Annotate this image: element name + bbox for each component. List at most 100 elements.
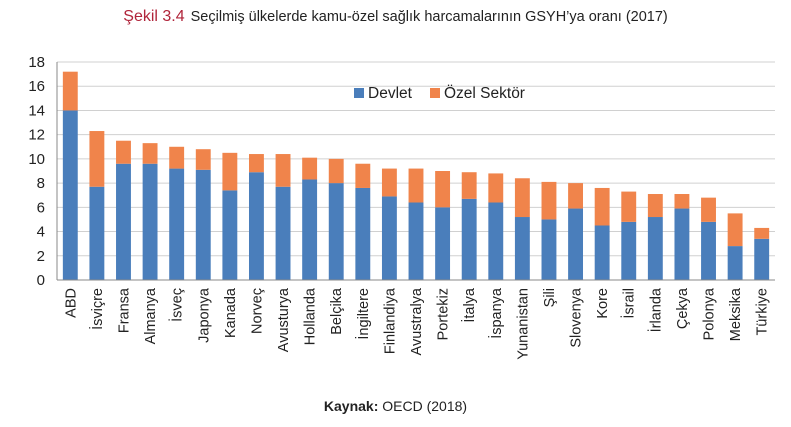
- x-tick-label: Kanada: [223, 287, 239, 338]
- bar-ozel-sektor: [541, 181, 557, 220]
- source-text: OECD (2018): [382, 398, 468, 414]
- bar-ozel-sektor: [275, 154, 291, 187]
- bar-devlet: [568, 208, 584, 280]
- y-tick-label: 0: [37, 272, 45, 289]
- x-tick-label: İspanya: [487, 287, 505, 339]
- bar-ozel-sektor: [488, 173, 504, 203]
- x-tick-label: Japonya: [196, 287, 212, 343]
- legend-label-ozel-sektor: Özel Sektör: [444, 84, 525, 102]
- bar-ozel-sektor: [727, 213, 743, 247]
- source-note: Kaynak: OECD (2018): [0, 398, 791, 414]
- y-tick-label: 18: [28, 54, 45, 71]
- bar-ozel-sektor: [355, 163, 371, 188]
- x-tick-label: İsrail: [620, 288, 638, 319]
- x-tick-label: ABD: [63, 288, 79, 318]
- x-tick-label: İsviçre: [88, 288, 106, 330]
- x-tick-label: Şili: [542, 288, 558, 307]
- x-tick-label: Yunanistan: [515, 288, 531, 360]
- bar-ozel-sektor: [195, 149, 211, 170]
- bar-devlet: [701, 221, 716, 280]
- x-tick-label: İrlanda: [646, 287, 664, 332]
- bar-devlet: [541, 219, 557, 280]
- x-tick-label: Avustralya: [409, 287, 425, 355]
- y-tick-label: 2: [37, 248, 45, 265]
- x-tick-label: Türkiye: [755, 288, 771, 336]
- bar-devlet: [302, 179, 318, 280]
- x-tick-label: Avusturya: [276, 287, 292, 352]
- bar-devlet: [727, 246, 743, 280]
- y-tick-label: 16: [28, 78, 45, 95]
- x-tick-label: Slovenya: [569, 287, 585, 348]
- bar-devlet: [248, 172, 264, 280]
- x-tick-label: İsveç: [168, 288, 186, 322]
- legend-swatch-ozel-sektor: [430, 88, 440, 98]
- y-tick-label: 4: [37, 224, 45, 241]
- bar-devlet: [195, 169, 211, 280]
- legend: Devlet Özel Sektör: [354, 84, 525, 102]
- bar-devlet: [355, 187, 371, 280]
- x-tick-label: Norveç: [249, 288, 265, 334]
- x-tick-label: Finlandiya: [382, 287, 398, 354]
- bar-devlet: [381, 196, 397, 280]
- stacked-bar-chart: 0 2 4 6 8 10 12 14 16 18 ABD İsviçre Fransa Almanya İ…: [28, 54, 775, 360]
- bar-ozel-sektor: [647, 194, 663, 218]
- bar-ozel-sektor: [435, 171, 451, 208]
- bar-ozel-sektor: [408, 168, 424, 203]
- y-tick-label: 6: [37, 199, 45, 216]
- bar-ozel-sektor: [514, 178, 530, 218]
- bar-devlet: [488, 202, 504, 280]
- bar-ozel-sektor: [142, 143, 158, 164]
- x-tick-label: Almanya: [143, 287, 159, 344]
- chart-title: Şekil 3.4 Seçilmiş ülkelerde kamu-özel sa…: [0, 8, 791, 26]
- bar-ozel-sektor: [222, 152, 238, 191]
- bar-ozel-sektor: [701, 197, 716, 222]
- bar-ozel-sektor: [568, 183, 584, 209]
- x-tick-label: Portekiz: [436, 288, 452, 340]
- y-axis-ticks: 0 2 4 6 8 10 12 14 16 18: [28, 54, 45, 289]
- bar-devlet: [754, 238, 770, 280]
- bar-ozel-sektor: [116, 140, 131, 164]
- x-tick-label: Çekya: [675, 287, 691, 329]
- figure-label: Şekil 3.4: [123, 8, 185, 25]
- bar-ozel-sektor: [302, 157, 318, 180]
- bar-ozel-sektor: [594, 187, 610, 226]
- bar-devlet: [222, 190, 238, 280]
- bar-ozel-sektor: [674, 194, 690, 209]
- x-tick-label: İngiltere: [354, 288, 372, 340]
- x-tick-label: Polonya: [702, 287, 718, 340]
- bar-devlet: [62, 110, 78, 280]
- x-tick-label: Belçika: [329, 287, 345, 335]
- x-tick-label: Fransa: [116, 287, 132, 333]
- bar-devlet: [647, 217, 663, 280]
- bar-ozel-sektor: [381, 168, 397, 197]
- y-tick-label: 8: [37, 175, 45, 192]
- x-tick-label: Kore: [595, 288, 611, 319]
- bar-devlet: [408, 202, 424, 280]
- y-tick-label: 14: [28, 102, 45, 119]
- y-tick-label: 10: [28, 151, 45, 168]
- bar-ozel-sektor: [621, 191, 637, 222]
- bar-devlet: [169, 168, 185, 280]
- bar-devlet: [674, 208, 690, 280]
- bar-ozel-sektor: [754, 227, 770, 239]
- bar-devlet: [514, 217, 530, 280]
- bar-devlet: [275, 186, 291, 280]
- bar-devlet: [594, 225, 610, 280]
- x-tick-label: Meksika: [728, 287, 744, 341]
- legend-label-devlet: Devlet: [368, 85, 413, 102]
- bar-ozel-sektor: [248, 154, 264, 173]
- bars: [62, 71, 770, 280]
- y-tick-label: 12: [28, 127, 45, 144]
- bar-ozel-sektor: [461, 172, 477, 199]
- legend-swatch-devlet: [354, 88, 364, 98]
- bar-ozel-sektor: [328, 158, 344, 184]
- bar-devlet: [621, 221, 637, 280]
- source-label: Kaynak:: [323, 398, 379, 414]
- x-tick-label: Hollanda: [303, 287, 319, 345]
- bar-devlet: [89, 186, 105, 280]
- bar-devlet: [328, 183, 344, 280]
- bar-ozel-sektor: [89, 131, 105, 187]
- bar-ozel-sektor: [169, 146, 185, 169]
- bar-devlet: [116, 163, 131, 280]
- figure-title-text: Seçilmiş ülkelerde kamu-özel sağlık harc…: [190, 9, 668, 25]
